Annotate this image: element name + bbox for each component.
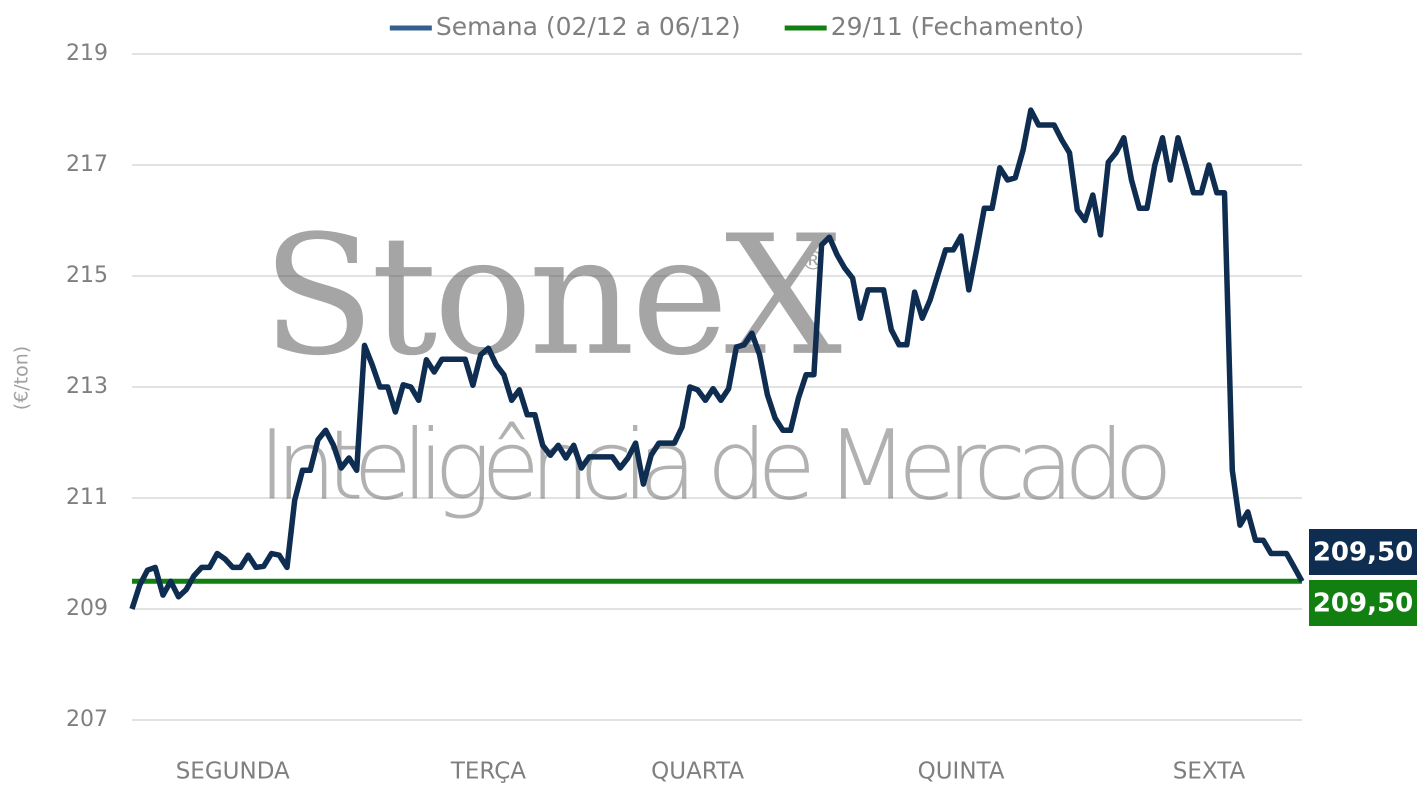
- x-tick-label: SEXTA: [1173, 759, 1246, 785]
- legend-label: Semana (02/12 a 06/12): [436, 12, 741, 41]
- y-tick-label: 219: [66, 41, 108, 66]
- y-tick-label: 211: [66, 485, 108, 510]
- end-label-box: [1309, 580, 1417, 626]
- grid: [132, 53, 1302, 721]
- end-label-box: [1309, 529, 1417, 575]
- x-tick-label: SEGUNDA: [176, 759, 290, 785]
- watermark: StoneX ® Inteligência de Mercado: [258, 200, 1173, 521]
- x-tick-label: QUINTA: [918, 759, 1005, 785]
- y-axis-label: (€/ton): [11, 346, 33, 410]
- legend-label: 29/11 (Fechamento): [831, 12, 1084, 41]
- end-label: 209,50: [1313, 589, 1413, 619]
- y-tick-label: 215: [66, 263, 108, 288]
- watermark-brand: StoneX: [262, 200, 842, 392]
- x-tick-label: QUARTA: [651, 759, 744, 785]
- x-tick-label: TERÇA: [450, 759, 526, 785]
- y-tick-label: 213: [66, 374, 108, 399]
- y-tick-label: 207: [66, 707, 108, 732]
- watermark-tagline: Inteligência de Mercado: [258, 409, 1173, 521]
- y-tick-label: 209: [66, 596, 108, 621]
- series-line: [129, 107, 1305, 610]
- end-label: 209,50: [1313, 538, 1413, 568]
- y-tick-label: 217: [66, 152, 108, 177]
